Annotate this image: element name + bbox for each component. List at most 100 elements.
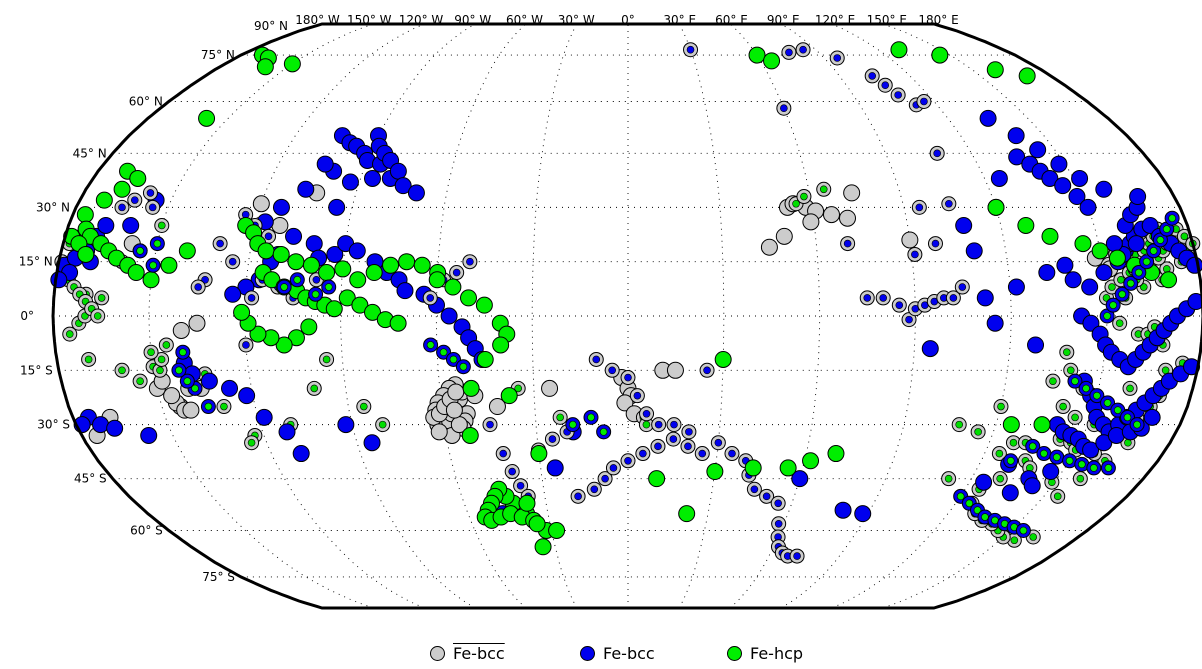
point-blue — [1007, 127, 1025, 145]
point-blue — [337, 416, 355, 434]
meridian-line — [780, 23, 916, 609]
point-blue — [328, 198, 346, 216]
point-inner — [905, 315, 913, 324]
point-inner — [996, 474, 1004, 483]
point-inner — [439, 348, 448, 357]
point-inner — [780, 104, 788, 113]
point-gray — [839, 209, 857, 227]
point-blue — [140, 426, 158, 444]
gray-circle-icon — [430, 646, 445, 661]
point-inner — [1028, 442, 1037, 451]
point-inner — [508, 467, 516, 476]
point-inner — [1040, 449, 1048, 458]
point-inner — [156, 366, 164, 375]
longitude-label: 90° E — [767, 13, 800, 27]
point-inner — [1103, 399, 1112, 407]
latitude-label: 60° S — [130, 524, 163, 538]
point-inner — [1156, 236, 1165, 244]
point-inner — [242, 341, 250, 349]
point-inner — [931, 239, 940, 248]
legend: Fe-bcc Fe-bcc Fe-hcp — [0, 640, 1202, 669]
point-blue — [305, 235, 323, 253]
point-inner — [1029, 533, 1038, 541]
latitude-label: 75° N — [201, 48, 235, 62]
point-green — [1033, 416, 1051, 434]
point-blue — [316, 155, 334, 173]
point-blue — [348, 242, 366, 260]
point-inner — [1053, 492, 1062, 501]
point-gray — [901, 231, 919, 249]
latitude-labels: 90° N 75° N 60° N 45° N 30° N 15° N 0° 15° S 30°… — [19, 19, 288, 584]
point-inner — [310, 384, 319, 393]
point-blue — [1107, 426, 1125, 444]
point-inner — [228, 257, 237, 266]
point-blue — [363, 169, 381, 187]
point-green — [413, 256, 431, 274]
point-green — [325, 300, 343, 318]
point-inner — [1063, 348, 1071, 357]
point-inner — [1109, 301, 1117, 309]
point-inner — [1162, 225, 1171, 233]
point-inner — [118, 203, 126, 212]
point-green — [338, 289, 356, 307]
point-blue — [1008, 148, 1026, 166]
point-green — [530, 445, 548, 463]
point-green — [178, 242, 196, 260]
point-blue — [50, 271, 68, 289]
point-inner — [516, 481, 525, 490]
point-inner — [949, 294, 958, 302]
point-blue — [1129, 188, 1147, 206]
point-inner — [204, 402, 213, 411]
point-green — [986, 61, 1004, 79]
point-blue — [1095, 434, 1113, 452]
point-inner — [698, 449, 707, 458]
point-green — [1018, 67, 1036, 85]
point-blue — [1050, 155, 1068, 173]
point-inner — [1009, 438, 1018, 447]
point-blue — [221, 379, 239, 397]
point-blue — [1105, 235, 1123, 253]
point-green — [257, 242, 275, 260]
point-green — [648, 470, 666, 488]
point-inner — [280, 283, 288, 291]
point-green — [351, 296, 369, 314]
latitude-label: 15° N — [19, 255, 53, 269]
point-green — [461, 426, 479, 444]
point-blue — [1001, 484, 1019, 502]
point-gray — [760, 238, 778, 256]
point-gray — [447, 383, 465, 401]
point-inner — [819, 185, 828, 194]
point-inner — [601, 474, 609, 483]
point-inner — [149, 261, 157, 270]
point-inner — [945, 199, 953, 208]
point-inner — [568, 420, 577, 429]
longitude-label: 180° W — [295, 13, 340, 27]
point-inner — [654, 420, 663, 429]
point-inner — [1104, 464, 1113, 472]
point-inner — [1071, 413, 1079, 422]
point-green — [127, 264, 145, 282]
point-inner — [1115, 319, 1124, 328]
point-green — [462, 379, 480, 397]
point-inner — [1076, 474, 1085, 483]
point-inner — [146, 189, 155, 197]
point-gray — [822, 206, 840, 224]
point-inner — [194, 283, 202, 291]
point-green — [678, 505, 696, 523]
point-inner — [974, 428, 982, 436]
point-inner — [894, 91, 902, 99]
point-inner — [639, 449, 647, 458]
point-green — [287, 253, 305, 271]
point-gray — [182, 401, 200, 419]
point-inner — [958, 283, 967, 291]
point-inner — [981, 513, 989, 521]
point-inner — [863, 294, 872, 302]
latitude-label: 45° S — [74, 472, 107, 486]
point-blue — [976, 289, 994, 307]
point-inner — [1006, 456, 1015, 465]
point-green — [1041, 227, 1059, 245]
point-inner — [654, 442, 662, 451]
point-green — [302, 256, 320, 274]
point-green — [518, 494, 536, 512]
point-inner — [147, 348, 155, 357]
